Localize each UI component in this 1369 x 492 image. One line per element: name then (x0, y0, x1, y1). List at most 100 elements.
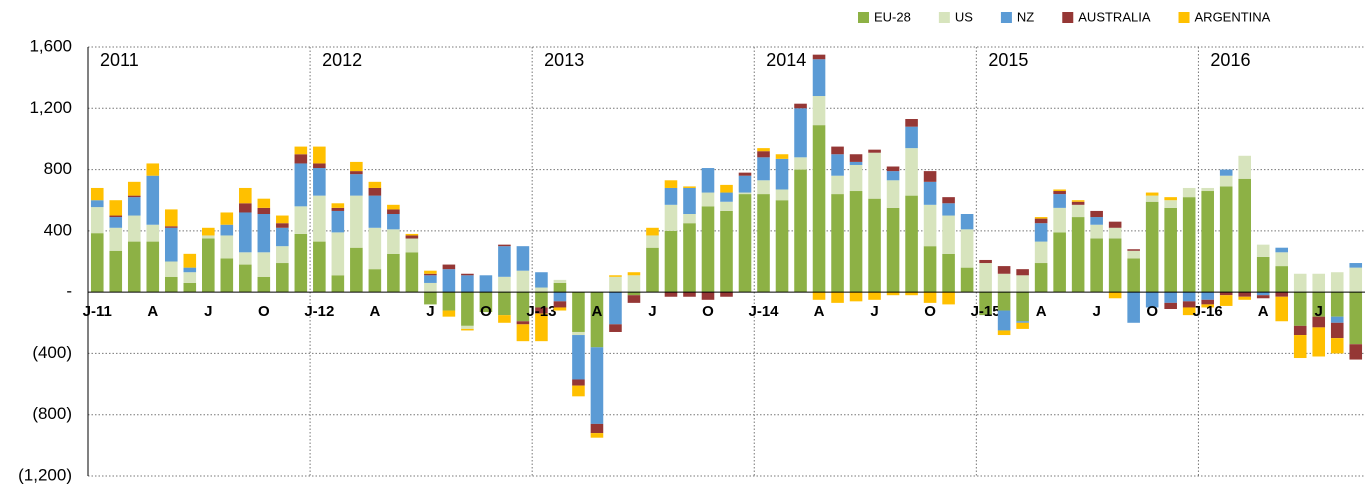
bar-segment (313, 241, 326, 293)
bar-segment (90, 200, 104, 208)
bar-segment (868, 152, 881, 199)
bar-segment (886, 292, 900, 296)
bar-segment (1108, 292, 1122, 299)
bar-segment (1330, 316, 1344, 323)
bar-segment (276, 223, 289, 228)
bar-segment (239, 212, 252, 253)
bar-segment (960, 214, 974, 230)
bar-segment (405, 252, 419, 293)
bar-segment (886, 207, 900, 293)
bar-segment (202, 238, 215, 293)
legend-swatch (938, 12, 950, 23)
bar-segment (1016, 275, 1029, 293)
bar-segment (535, 292, 548, 308)
bar-segment (831, 175, 844, 195)
bar-segment (1034, 241, 1048, 264)
bar-segment (886, 180, 900, 208)
bar-segment (1201, 191, 1214, 293)
bar-segment (757, 157, 770, 181)
bar-segment (350, 195, 363, 248)
bar-segment (627, 275, 641, 293)
bar-segment (1108, 227, 1122, 239)
bar-segment (886, 171, 900, 181)
bar-segment (498, 246, 511, 277)
legend-label: ARGENTINA (1195, 9, 1271, 24)
year-annotation: 2011 (100, 50, 139, 70)
bar-segment (498, 244, 511, 247)
bar-segment (664, 180, 678, 188)
bar-segment (461, 273, 474, 276)
bar-segment (683, 186, 696, 188)
bar-segment (627, 292, 641, 296)
bar-segment (1164, 200, 1177, 208)
bar-segment (368, 269, 382, 293)
x-tick-label: J (1092, 303, 1100, 320)
bar-segment (942, 215, 955, 254)
bar-segment (831, 194, 844, 293)
bar-segment (923, 181, 937, 205)
bar-segment (701, 192, 715, 207)
bar-segment (220, 212, 234, 225)
bar-segment (812, 125, 826, 293)
bar-segment (127, 241, 141, 293)
y-tick-label: 1,600 (29, 36, 72, 55)
bar-segment (442, 310, 456, 317)
bar-segment (794, 157, 807, 170)
bar-segment (812, 292, 826, 300)
bar-segment (479, 292, 493, 313)
bar-segment (683, 223, 696, 293)
bar-segment (350, 161, 363, 172)
bar-segment (683, 292, 696, 297)
bar-segment (1034, 218, 1048, 224)
bar-segment (424, 270, 437, 274)
bar-segment (276, 227, 289, 247)
x-tick-label: J (870, 303, 878, 320)
bar-segment (220, 224, 234, 236)
bar-segment (331, 203, 345, 208)
bar-segment (516, 324, 530, 342)
bar-segment (368, 227, 382, 270)
bar-segment (257, 252, 271, 277)
bar-segment (1145, 195, 1159, 202)
bar-segment (1256, 244, 1270, 257)
bar-segment (942, 253, 955, 293)
bar-segment (387, 209, 400, 215)
bar-segment (831, 154, 844, 176)
bar-segment (1275, 252, 1289, 267)
bar-segment (553, 301, 567, 308)
bar-segment (294, 163, 308, 207)
x-tick-label: O (702, 303, 714, 320)
bar-segment (220, 258, 234, 293)
bar-segment (1238, 296, 1251, 300)
bar-segment (424, 275, 437, 283)
bar-segment (979, 259, 992, 264)
bar-segment (757, 151, 770, 158)
legend-swatch (1178, 12, 1190, 23)
bar-segment (1219, 175, 1233, 187)
bar-segment (331, 232, 345, 276)
bar-segment (1164, 302, 1177, 309)
bar-segment (90, 187, 104, 201)
bar-segment (1275, 296, 1289, 322)
bar-segment (424, 273, 437, 276)
bar-segment (350, 171, 363, 175)
bar-segment (1219, 169, 1233, 176)
bar-segment (738, 175, 752, 193)
bar-segment (424, 282, 437, 293)
bar-segment (905, 126, 918, 149)
legend-label: US (955, 9, 973, 24)
bar-segment (979, 292, 992, 316)
bar-segment (1127, 258, 1140, 293)
bar-segment (1256, 295, 1270, 299)
bar-segment (442, 292, 456, 311)
bar-segment (664, 292, 678, 297)
bar-segment (664, 187, 678, 205)
bar-segment (590, 423, 604, 434)
bar-segment (1145, 292, 1159, 308)
bar-segment (1293, 292, 1307, 326)
bar-segment (1201, 292, 1214, 300)
bar-segment (1053, 189, 1066, 192)
bar-segment (1293, 325, 1307, 336)
year-annotation: 2013 (544, 50, 584, 70)
bar-segment (1182, 292, 1196, 302)
